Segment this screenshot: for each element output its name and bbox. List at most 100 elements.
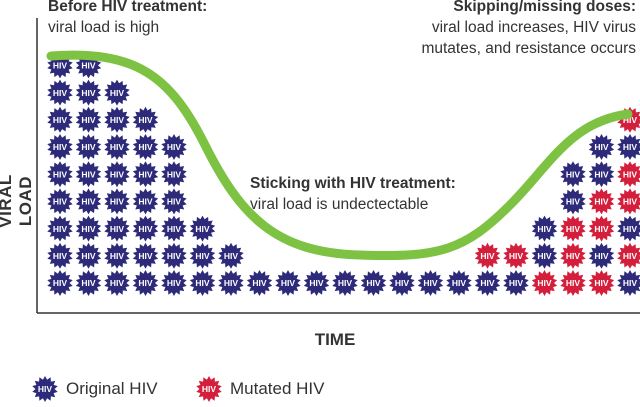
virus-label: HIV: [81, 278, 96, 288]
virus-body: [75, 161, 102, 188]
original-hiv-virus: HIV: [47, 106, 73, 133]
original-hiv-virus: HIV: [161, 215, 187, 242]
virus-body: [503, 270, 529, 296]
mutated-hiv-virus: HIV: [588, 215, 615, 242]
original-hiv-virus: HIV: [75, 270, 102, 296]
virus-label: HIV: [81, 88, 96, 98]
virus-label: HIV: [38, 384, 53, 394]
original-hiv-virus: HIV: [132, 161, 159, 188]
virus-body: [560, 270, 586, 296]
virus-body: [560, 215, 586, 242]
virus-body: [47, 79, 73, 106]
virus-label: HIV: [81, 224, 96, 234]
virus-label: HIV: [509, 251, 524, 261]
virus-body: [588, 161, 615, 188]
virus-label: HIV: [566, 251, 581, 261]
original-hiv-virus: HIV: [104, 215, 130, 242]
original-hiv-virus: HIV: [104, 188, 130, 215]
original-hiv-virus: HIV: [531, 215, 558, 242]
original-hiv-virus: HIV: [617, 270, 640, 296]
original-hiv-virus: HIV: [75, 134, 102, 160]
virus-label: HIV: [110, 197, 125, 207]
original-hiv-virus: HIV: [132, 242, 159, 269]
virus-body: [104, 242, 130, 269]
virus-label: HIV: [138, 278, 153, 288]
virus-body: [588, 134, 615, 160]
virus-label: HIV: [110, 115, 125, 125]
original-hiv-virus: HIV: [503, 270, 529, 296]
original-hiv-virus: HIV: [104, 242, 130, 269]
original-hiv-virus: HIV: [132, 270, 159, 296]
virus-label: HIV: [167, 224, 182, 234]
virus-label: HIV: [594, 169, 609, 179]
original-hiv-virus: HIV: [189, 270, 216, 296]
virus-label: HIV: [195, 278, 210, 288]
virus-label: HIV: [138, 142, 153, 152]
original-hiv-virus: HIV: [161, 270, 187, 296]
virus-label: HIV: [423, 278, 438, 288]
virus-label: HIV: [110, 88, 125, 98]
virus-label: HIV: [594, 197, 609, 207]
virus-body: [560, 242, 586, 269]
virus-body: [75, 270, 102, 296]
virus-label: HIV: [167, 251, 182, 261]
mutated-hiv-virus: HIV: [560, 270, 586, 296]
mutated-hiv-virus: HIV: [560, 215, 586, 242]
virus-label: HIV: [537, 224, 552, 234]
virus-body: [588, 188, 615, 215]
virus-label: HIV: [53, 142, 68, 152]
annotation-sticking-with-treatment: Sticking with HIV treatment: viral load …: [250, 173, 456, 215]
original-hiv-virus: HIV: [189, 242, 216, 269]
original-hiv-virus: HIV: [617, 215, 640, 242]
virus-body: [531, 242, 558, 269]
mutated-hiv-virus: HIV: [503, 242, 529, 269]
virus-label: HIV: [81, 197, 96, 207]
virus-body: [132, 215, 159, 242]
annotation-skipping-text-1: viral load increases, HIV virus: [431, 19, 636, 36]
virus-label: HIV: [224, 278, 239, 288]
virus-body: [588, 242, 615, 269]
virus-label: HIV: [195, 224, 210, 234]
annotation-before-title: Before HIV treatment:: [48, 0, 208, 15]
virus-label: HIV: [138, 224, 153, 234]
virus-grid: HIV HIV HIV HIV HIV HIV HIV HIV HIV HIV HIV HIV HIV H…: [47, 52, 640, 296]
virus-label: HIV: [480, 251, 495, 261]
virus-label: HIV: [53, 169, 68, 179]
original-hiv-virus: HIV: [474, 270, 501, 296]
original-hiv-virus: HIV: [47, 161, 73, 188]
virus-label: HIV: [480, 278, 495, 288]
virus-body: [218, 270, 244, 296]
virus-body: [218, 242, 244, 269]
virus-label: HIV: [623, 278, 638, 288]
virus-body: [104, 134, 130, 160]
original-hiv-virus: HIV: [617, 134, 640, 160]
virus-body: [332, 270, 358, 296]
virus-label: HIV: [338, 278, 353, 288]
virus-body: [75, 188, 102, 215]
virus-label: HIV: [53, 88, 68, 98]
virus-label: HIV: [110, 251, 125, 261]
y-axis-label: VIRAL LOAD: [0, 174, 35, 228]
virus-label: HIV: [110, 224, 125, 234]
virus-label: HIV: [53, 61, 68, 71]
annotation-skipping-doses: Skipping/missing doses: viral load incre…: [421, 0, 636, 59]
virus-label: HIV: [53, 197, 68, 207]
virus-body: [617, 134, 640, 160]
virus-body: [161, 242, 187, 269]
virus-label: HIV: [224, 251, 239, 261]
annotation-skipping-text-2: mutates, and resistance occurs: [421, 40, 636, 57]
virus-body: [75, 134, 102, 160]
virus-body: [104, 215, 130, 242]
virus-body: [104, 161, 130, 188]
virus-body: [588, 270, 615, 296]
original-hiv-virus: HIV: [104, 134, 130, 160]
original-hiv-virus: HIV: [446, 270, 472, 296]
legend-original-label: Original HIV: [66, 379, 158, 398]
original-hiv-virus-icon: HIV: [32, 376, 58, 402]
original-hiv-virus: HIV: [47, 79, 73, 106]
original-hiv-virus: HIV: [104, 270, 130, 296]
mutated-hiv-virus: HIV: [617, 161, 640, 188]
original-hiv-virus: HIV: [560, 188, 586, 215]
virus-body: [104, 188, 130, 215]
